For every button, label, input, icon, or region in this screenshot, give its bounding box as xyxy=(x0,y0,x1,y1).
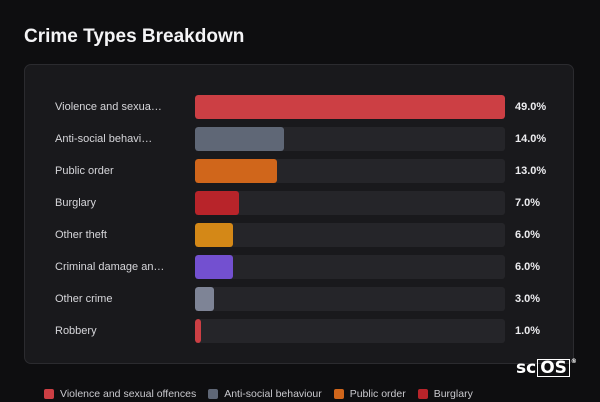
legend-swatch xyxy=(333,389,344,399)
bar-row: Public order 13.0% xyxy=(25,159,573,183)
legend-label: Anti-social behaviour xyxy=(224,388,322,400)
logo-registered-mark: ® xyxy=(570,358,577,365)
legend-label: Violence and sexual offences xyxy=(60,388,197,400)
bar-row: Burglary 7.0% xyxy=(25,191,573,215)
logo-text: sc xyxy=(516,358,537,378)
legend-label: Public order xyxy=(349,388,406,400)
chart-panel: Violence and sexua… 49.0% Anti-social beha… xyxy=(24,64,574,364)
legend-item: Anti-social behaviour xyxy=(208,386,322,402)
page-title: Crime Types Breakdown xyxy=(24,26,245,47)
legend-swatch xyxy=(417,389,428,399)
bar-row: Anti-social behavi… 14.0% xyxy=(25,127,573,151)
bar-category-label: Criminal damage an… xyxy=(55,261,165,273)
bar-row: Other theft 6.0% xyxy=(25,223,573,247)
bar-value-label: 13.0% xyxy=(515,165,547,177)
bar-row: Robbery 1.0% xyxy=(25,319,573,343)
bar-value-label: 6.0% xyxy=(515,229,541,241)
legend-swatch xyxy=(44,389,54,399)
chart-legend: Violence and sexual offences Anti-social … xyxy=(44,386,473,402)
bar-track xyxy=(195,127,505,151)
bar-row: Other crime 3.0% xyxy=(25,287,573,311)
bar-category-label: Burglary xyxy=(55,197,96,209)
logo-box-text: OS xyxy=(537,359,570,377)
bar xyxy=(195,191,240,215)
bar-track xyxy=(195,95,505,119)
bar-category-label: Other theft xyxy=(55,229,107,241)
bar xyxy=(195,319,202,343)
bar xyxy=(195,159,278,183)
bar-value-label: 3.0% xyxy=(515,293,541,305)
bar xyxy=(195,255,233,279)
bar-row: Violence and sexua… 49.0% xyxy=(25,95,573,119)
bar-track xyxy=(195,287,505,311)
bar-value-label: 14.0% xyxy=(515,133,547,145)
bar-track xyxy=(195,191,505,215)
bar-value-label: 1.0% xyxy=(515,325,541,337)
legend-item: Public order xyxy=(333,386,406,402)
scos-logo: sc OS ® xyxy=(516,358,577,378)
bar-value-label: 49.0% xyxy=(515,101,547,113)
bar xyxy=(195,127,284,151)
bar xyxy=(195,287,214,311)
bar-value-label: 6.0% xyxy=(515,261,541,273)
legend-swatch xyxy=(208,389,219,399)
bar xyxy=(195,95,505,119)
bar xyxy=(195,223,233,247)
legend-item: Burglary xyxy=(417,386,473,402)
bar-track xyxy=(195,223,505,247)
bar-category-label: Other crime xyxy=(55,293,113,305)
bar-category-label: Public order xyxy=(55,165,114,177)
bar-track xyxy=(195,255,505,279)
bar-track xyxy=(195,319,505,343)
bar-track xyxy=(195,159,505,183)
bar-category-label: Violence and sexua… xyxy=(55,101,162,113)
bar-value-label: 7.0% xyxy=(515,197,541,209)
bar-row: Criminal damage an… 6.0% xyxy=(25,255,573,279)
legend-item: Violence and sexual offences xyxy=(44,386,196,402)
bar-category-label: Anti-social behavi… xyxy=(55,133,153,145)
legend-label: Burglary xyxy=(433,388,473,400)
bar-category-label: Robbery xyxy=(55,325,97,337)
